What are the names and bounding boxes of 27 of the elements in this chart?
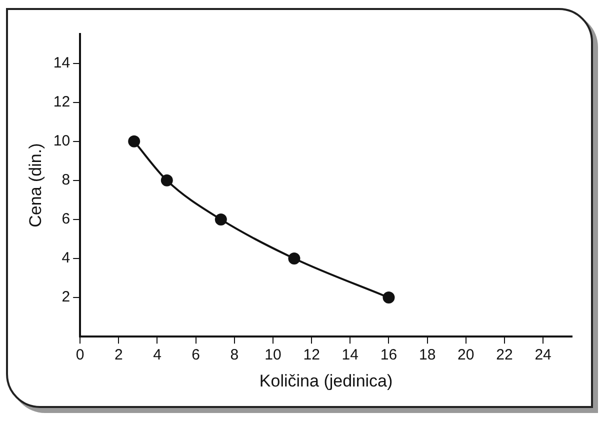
point: [128, 135, 140, 148]
x-tick-label: 4: [153, 346, 162, 364]
x-tick-label: 22: [496, 346, 513, 364]
x-tick-label: 0: [76, 346, 84, 364]
x-tick-label: 6: [192, 346, 200, 364]
x-tick-label: 16: [380, 346, 398, 364]
y-tick-label: 12: [53, 93, 70, 110]
x-tick-label: 20: [458, 346, 474, 364]
y-tick-label: 10: [53, 132, 70, 150]
y-axis-title: Cena (din.): [26, 143, 45, 228]
x-axis-title: Količina (jedinica): [259, 371, 393, 390]
x-tick-label: 10: [264, 346, 282, 364]
x-tick-label: 8: [230, 346, 239, 364]
y-tick-label: 2: [62, 288, 70, 306]
y-tick-label: 6: [62, 210, 70, 228]
point: [160, 174, 173, 186]
y-tick-label: 8: [62, 172, 70, 189]
x-tick-label: 12: [303, 346, 320, 364]
x-tick-label: 18: [418, 346, 436, 364]
x-tick-label: 14: [342, 346, 358, 364]
point: [288, 252, 300, 265]
point: [214, 213, 227, 226]
y-tick-label: 14: [53, 54, 70, 72]
x-tick-label: 24: [534, 346, 552, 364]
x-tick-label: 2: [114, 346, 123, 364]
y-tick-label: 4: [62, 250, 70, 267]
point: [382, 292, 395, 304]
